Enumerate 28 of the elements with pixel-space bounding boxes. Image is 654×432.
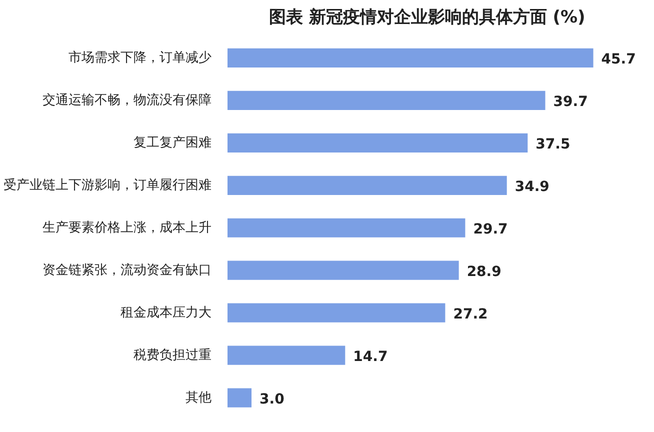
bar: [228, 388, 252, 408]
bar: [228, 346, 346, 365]
data-label: 27.2: [453, 306, 488, 322]
y-tick-label: 生产要素价格上涨，成本上升: [42, 220, 212, 236]
data-label: 14.7: [353, 348, 388, 365]
y-tick-label: 税费负担过重: [134, 348, 212, 363]
data-label: 29.7: [473, 221, 508, 238]
data-label: 3.0: [260, 391, 285, 408]
y-tick-label: 复工复产困难: [134, 135, 212, 150]
data-label: 28.9: [466, 264, 502, 280]
y-tick-label: 租金成本压力大: [120, 305, 212, 320]
y-tick-label: 资金链紧张，流动资金有缺口: [42, 262, 212, 278]
bar: [228, 303, 446, 322]
y-tick-label: 交通运输不畅，物流没有保障: [42, 92, 212, 108]
bar: [228, 90, 546, 110]
bar: [228, 260, 459, 280]
bar: [228, 218, 466, 238]
bar: [228, 133, 528, 152]
data-label: 34.9: [514, 178, 550, 195]
y-tick-label: 受产业链上下游影响，订单履行困难: [4, 178, 212, 193]
bar: [228, 48, 594, 68]
y-tick-label: 市场需求下降，订单减少: [68, 50, 212, 66]
data-label: 39.7: [553, 94, 588, 110]
chart-title: 图表 新冠疫情对企业影响的具体方面 (%): [268, 8, 586, 28]
bar: [228, 176, 507, 195]
data-label: 45.7: [601, 51, 636, 68]
data-label: 37.5: [536, 136, 570, 152]
y-tick-label: 其他: [186, 390, 212, 406]
